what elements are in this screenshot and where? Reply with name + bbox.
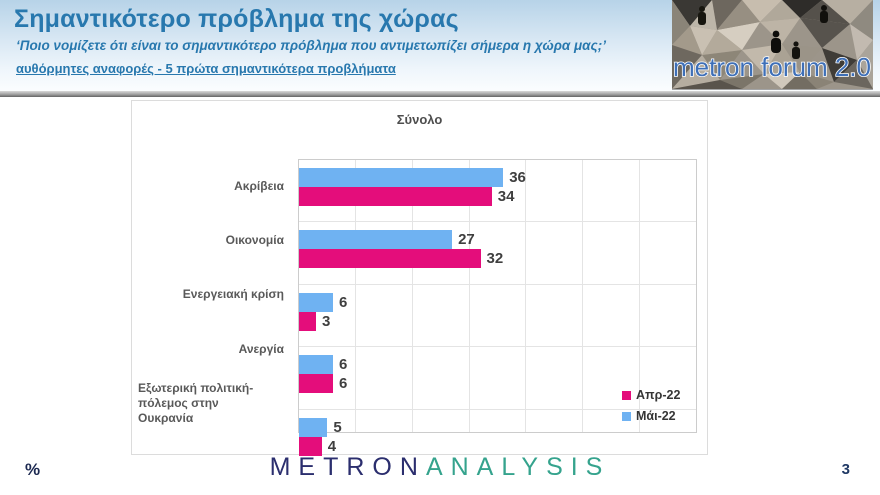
bar-value-label: 32 xyxy=(486,250,504,268)
category-label: Ενεργειακή κρίση xyxy=(138,268,290,322)
category-label: Ακρίβεια xyxy=(138,159,290,213)
bar-Απρ-22: 4 xyxy=(299,436,336,456)
plot-area: 36 34 27 32 6 3 6 6 5 4 Απρ-22 Μάι-22 xyxy=(298,159,697,456)
gridline-cell xyxy=(356,160,413,432)
bar-Μάι-22: 5 xyxy=(299,417,342,437)
bar-group-2: 27 32 xyxy=(299,230,696,285)
bar-value-label: 6 xyxy=(339,293,348,311)
legend-label: Απρ-22 xyxy=(636,388,681,402)
metron-forum-logo: metron forum 2.0 xyxy=(672,0,873,89)
category-label-text: Οικονομία xyxy=(225,233,284,248)
logo-mosaic-image: metron forum 2.0 xyxy=(672,0,873,89)
legend-swatch xyxy=(622,390,631,400)
bar-value-label: 3 xyxy=(322,312,331,330)
bar-value-label: 6 xyxy=(339,375,348,393)
legend-item: Απρ-22 xyxy=(622,388,680,402)
chart-panel: Σύνολο Ακρίβεια Οικονομία Ενεργειακή κρίση… xyxy=(131,100,708,456)
bar-group-1: 36 34 xyxy=(299,168,696,223)
bar-value-label: 6 xyxy=(339,356,348,374)
category-label-text: Ανεργία xyxy=(238,341,284,356)
bar-Μάι-22: 36 xyxy=(299,168,526,187)
unit-label: % xyxy=(25,460,41,479)
bar-Μάι-22: 6 xyxy=(299,292,347,312)
bar-value-label: 4 xyxy=(327,437,337,455)
category-label: Οικονομία xyxy=(138,213,290,267)
legend-swatch xyxy=(622,411,631,421)
logo-text: metron forum 2.0 xyxy=(673,52,871,82)
bar-Μάι-22: 27 xyxy=(299,230,475,250)
bar-value-label: 27 xyxy=(458,231,475,249)
header-divider xyxy=(0,91,880,97)
bar-Απρ-22: 3 xyxy=(299,311,330,331)
bar-value-label: 36 xyxy=(509,169,526,186)
category-axis-labels: Ακρίβεια Οικονομία Ενεργειακή κρίση Ανεργία… xyxy=(138,159,290,431)
bar-Μάι-22: 6 xyxy=(299,355,347,375)
bar-value-label: 5 xyxy=(333,418,342,436)
gridline-cell xyxy=(583,160,641,432)
header: Σημαντικότερο πρόβλημα της χώρας ‘Ποιο ν… xyxy=(0,0,880,91)
chart-title: Σύνολο xyxy=(396,112,443,127)
survey-question: ‘Ποιο νομίζετε ότι είναι το σημαντικότερ… xyxy=(16,38,606,53)
legend-item: Μάι-22 xyxy=(622,409,680,423)
bar-Απρ-22: 34 xyxy=(299,187,514,206)
gridline-cell xyxy=(526,160,584,432)
legend: Απρ-22 Μάι-22 xyxy=(622,388,680,430)
gridlines xyxy=(299,160,696,432)
bar-value-label: 34 xyxy=(497,188,515,205)
bar-rows: 36 34 27 32 6 3 6 6 5 4 xyxy=(299,160,696,456)
gridline-cell xyxy=(470,160,527,432)
gridline-cell xyxy=(413,160,470,432)
survey-note: αυθόρμητες αναφορές - 5 πρώτα σημαντικότ… xyxy=(16,61,396,76)
page-title: Σημαντικότερο πρόβλημα της χώρας xyxy=(14,5,459,33)
category-label-text: Εξωτερική πολιτική-πόλεμος στην Ουκρανία xyxy=(138,381,254,426)
page-number: 3 xyxy=(841,461,850,478)
legend-label: Μάι-22 xyxy=(636,409,676,423)
category-label-text: Ακρίβεια xyxy=(234,178,284,193)
brand-analysis: ANALYSIS xyxy=(425,453,611,481)
bar-Απρ-22: 32 xyxy=(299,249,503,269)
brand-metron: METRON xyxy=(269,453,426,481)
category-label-text: Ενεργειακή κρίση xyxy=(182,287,284,302)
category-label: Ανεργία xyxy=(138,322,290,376)
gridline-cell xyxy=(299,160,356,432)
category-label: Εξωτερική πολιτική-πόλεμος στην Ουκρανία xyxy=(138,377,290,431)
bar-Απρ-22: 6 xyxy=(299,374,347,394)
metron-analysis-logo: METRONANALYSIS xyxy=(0,453,880,482)
